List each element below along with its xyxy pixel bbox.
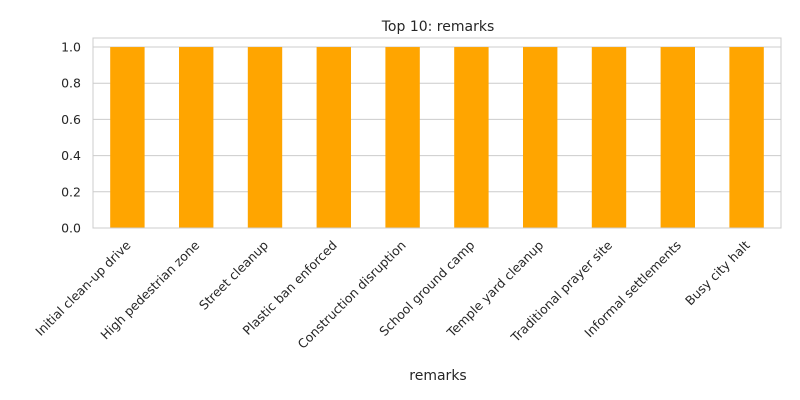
x-tick-label: Busy city halt	[682, 237, 753, 308]
y-tick-label: 0.6	[61, 112, 81, 127]
bar	[316, 47, 351, 228]
y-tick-labels: 0.0 0.2 0.4 0.6 0.8 1.0	[61, 40, 81, 236]
plot-frame	[92, 37, 782, 229]
x-axis-label: remarks	[409, 368, 466, 384]
bar	[385, 47, 420, 228]
y-tick-label: 0.2	[61, 184, 81, 199]
chart-title: Top 10: remarks	[381, 19, 495, 35]
bar	[247, 47, 283, 228]
y-tick-label: 0.8	[61, 76, 81, 91]
bar	[523, 47, 558, 228]
bar	[454, 47, 489, 228]
bar	[591, 47, 627, 228]
bar	[179, 47, 214, 228]
bar	[110, 47, 145, 228]
y-tick-label: 0.4	[61, 148, 81, 163]
y-tick-label: 0.0	[61, 221, 81, 236]
bar	[729, 47, 764, 228]
bars	[110, 47, 764, 228]
y-tick-label: 1.0	[61, 40, 81, 55]
bar	[660, 47, 695, 228]
x-tick-label: Street cleanup	[196, 237, 271, 312]
